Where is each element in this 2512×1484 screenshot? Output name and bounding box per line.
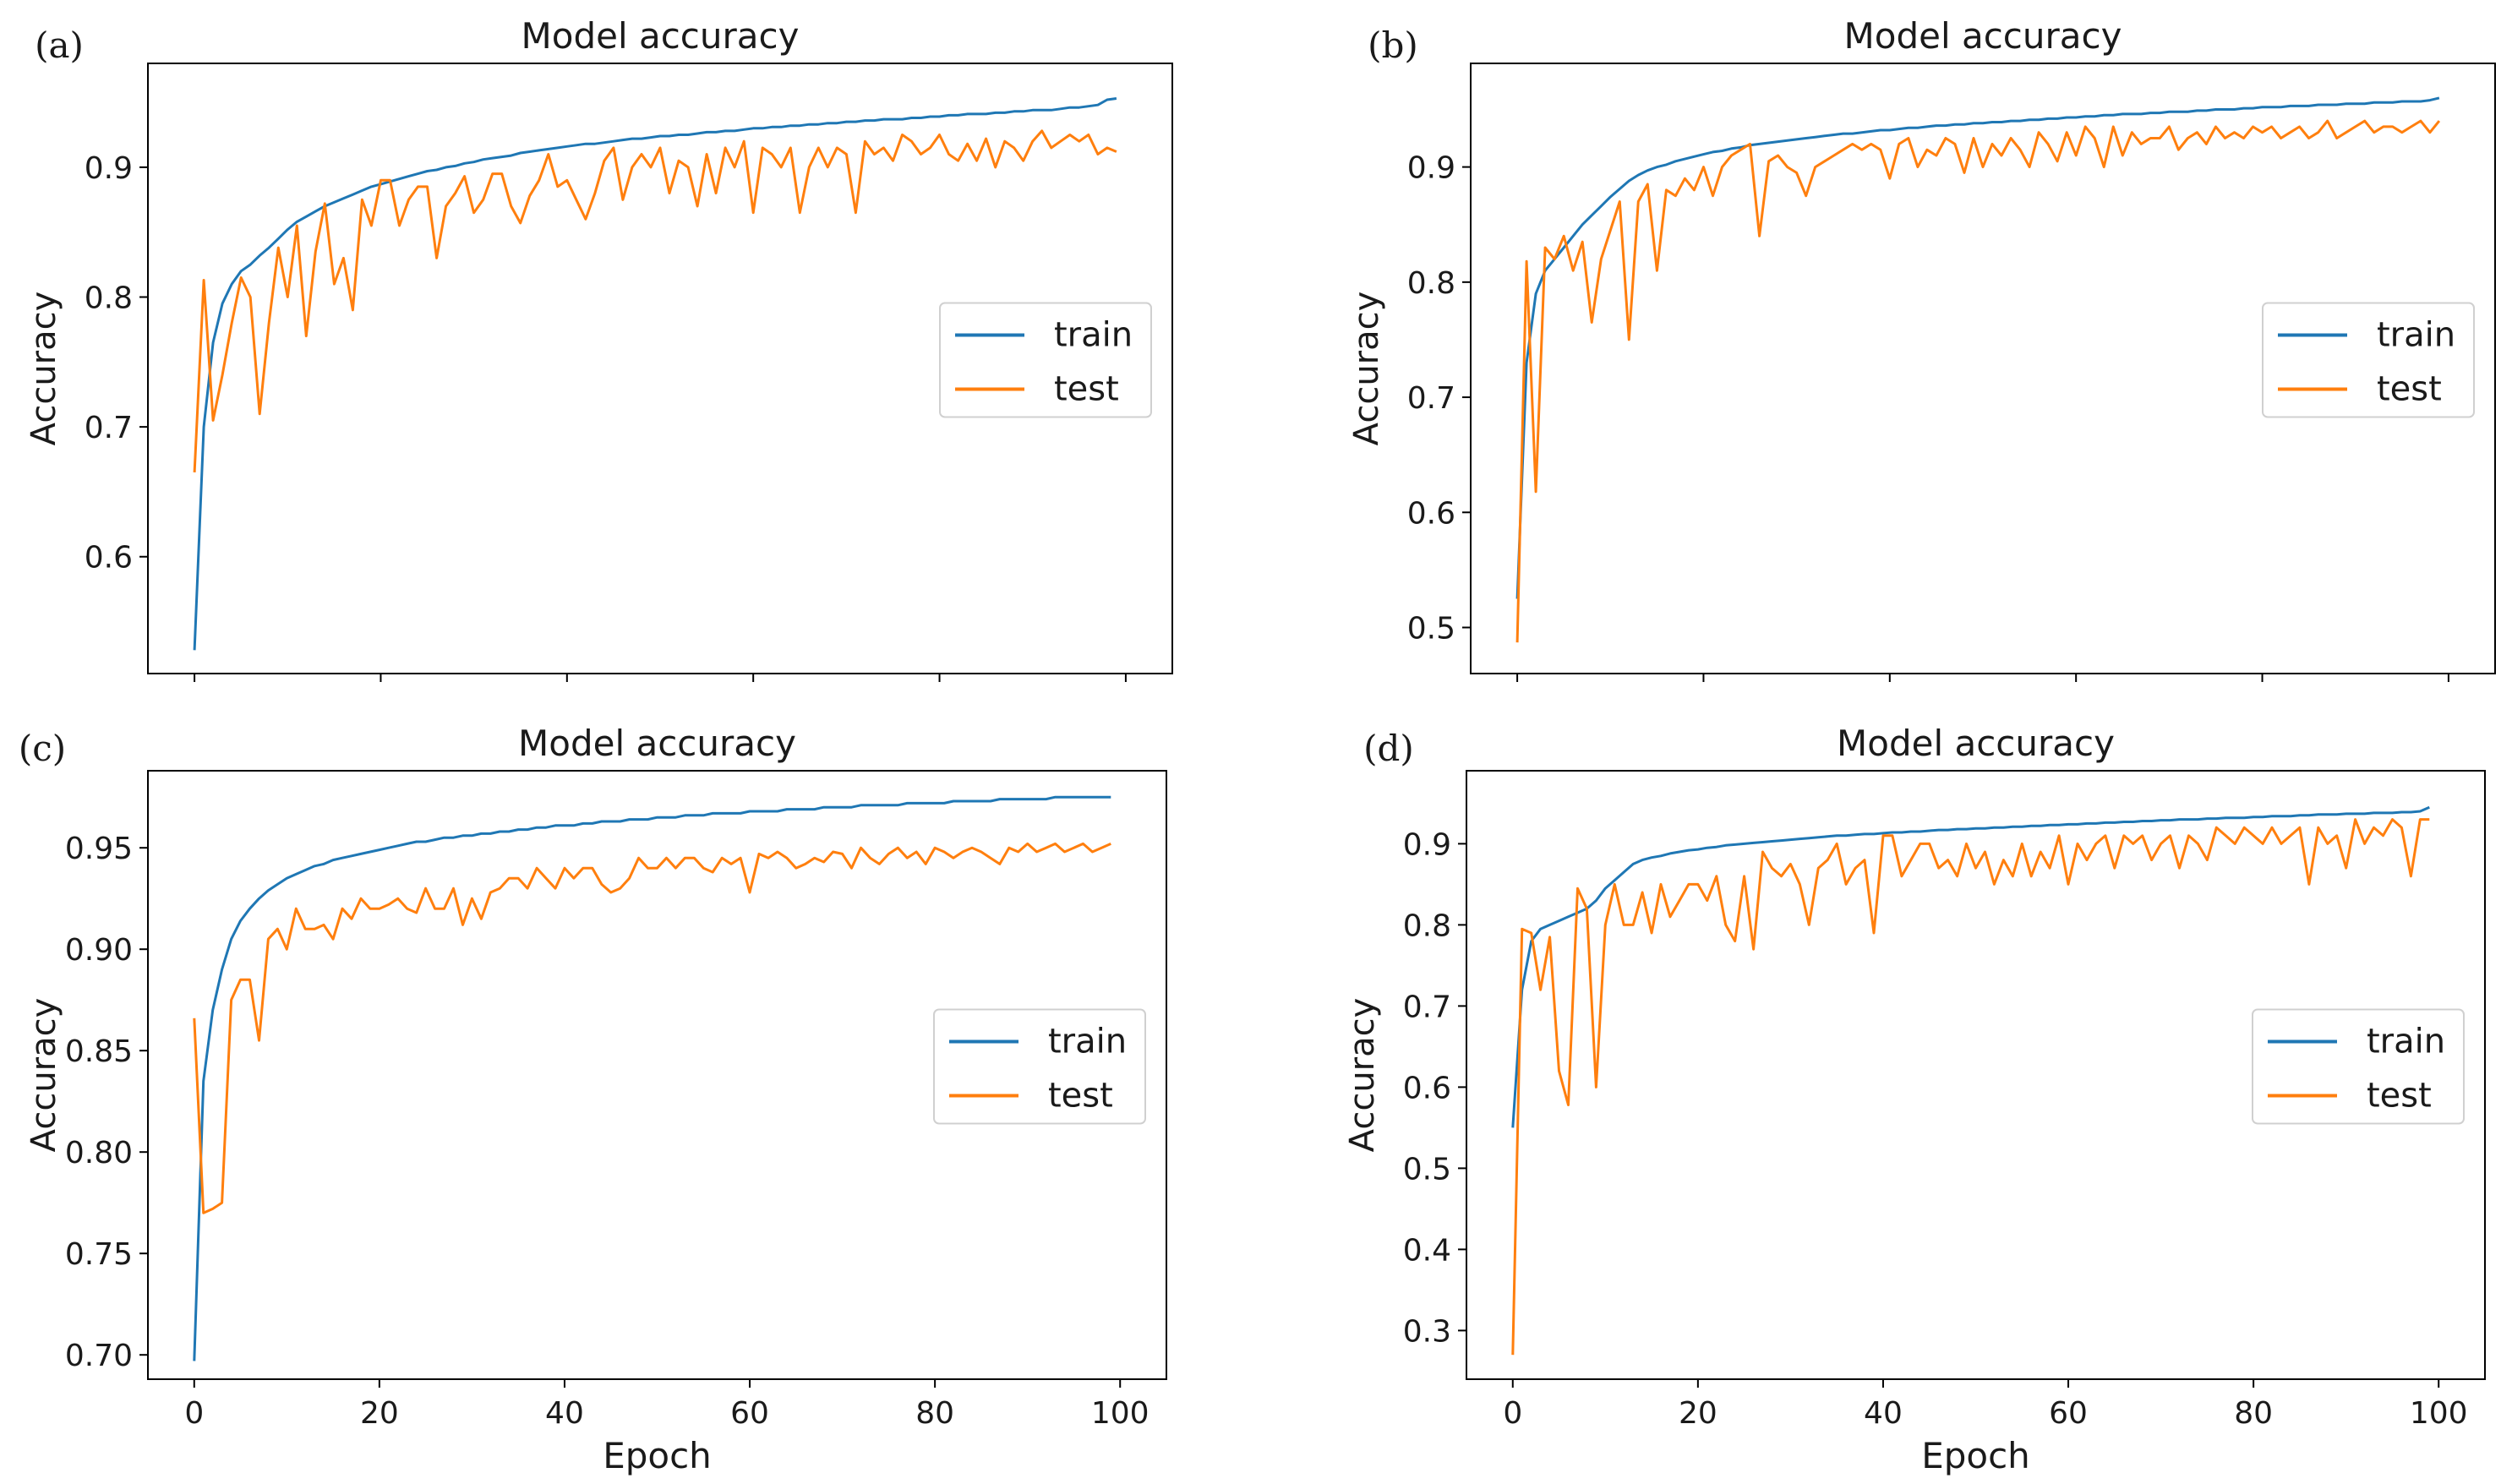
y-tick-label: 0.7 xyxy=(85,411,133,445)
x-tick-label: 100 xyxy=(1091,1396,1150,1431)
legend: train test xyxy=(2252,1008,2465,1125)
series-line-train xyxy=(193,795,1111,1361)
chart-title: Model accuracy xyxy=(518,723,796,764)
y-axis-label: Accuracy xyxy=(25,292,63,446)
y-tick-label: 0.3 xyxy=(1403,1314,1451,1349)
y-tick-label: 0.9 xyxy=(1407,151,1455,186)
chart-title: Model accuracy xyxy=(1837,723,2115,764)
y-tick-label: 0.75 xyxy=(65,1237,133,1272)
y-tick-label: 0.80 xyxy=(65,1136,133,1170)
legend-label-train: train xyxy=(1048,1023,1127,1061)
legend-label-train: train xyxy=(2367,1023,2445,1061)
x-axis-label: Epoch xyxy=(603,1435,712,1476)
axes-frame xyxy=(1470,63,2496,674)
panel-tag: (d) xyxy=(1363,728,1414,769)
series-line-train xyxy=(193,97,1117,651)
axes-frame xyxy=(1466,770,2486,1380)
panel-b: (b) Model accuracy 0.5 0.6 0.7 0.8 0.9 Accuracy… xyxy=(1347,15,2496,682)
series-line-test xyxy=(1511,818,2430,1356)
series-line-test xyxy=(193,842,1111,1214)
y-tick-label: 0.7 xyxy=(1403,990,1451,1024)
y-tick-label: 0.85 xyxy=(65,1034,133,1069)
y-tick-label: 0.8 xyxy=(1403,908,1451,943)
y-tick-label: 0.8 xyxy=(1407,266,1455,301)
axes-frame xyxy=(147,770,1167,1380)
legend-label-test: test xyxy=(1048,1077,1113,1116)
y-tick-label: 0.90 xyxy=(65,933,133,968)
legend: train test xyxy=(939,302,1152,418)
legend: train test xyxy=(933,1008,1146,1125)
y-tick-label: 0.5 xyxy=(1407,612,1455,647)
panel-d: (d) Model accuracy 0.3 0.4 0.5 0.6 0.7 0.8 0.9 0 2… xyxy=(1343,723,2486,1476)
y-tick-label: 0.95 xyxy=(65,832,133,866)
legend-label-test: test xyxy=(2367,1077,2432,1116)
y-tick-label: 0.5 xyxy=(1403,1152,1451,1187)
chart-title: Model accuracy xyxy=(1844,15,2122,57)
y-axis-label: Accuracy xyxy=(1343,998,1382,1153)
panel-tag: (a) xyxy=(35,25,84,66)
panel-a: (a) Model accuracy 0.6 0.7 0.8 0.9 Accuracy tra… xyxy=(25,15,1173,682)
x-tick-label: 20 xyxy=(1679,1396,1717,1431)
x-axis-label: Epoch xyxy=(1921,1435,2030,1476)
y-tick-label: 0.7 xyxy=(1407,381,1455,416)
x-tick-label: 0 xyxy=(1503,1396,1522,1431)
x-tick-label: 0 xyxy=(184,1396,204,1431)
y-tick-label: 0.4 xyxy=(1403,1233,1451,1268)
series-line-test xyxy=(1515,119,2441,643)
x-tick-label: 60 xyxy=(730,1396,769,1431)
axes-frame xyxy=(147,63,1173,674)
panel-c: (c) Model accuracy 0.70 0.75 0.80 0.85 0.90 0.9… xyxy=(19,723,1167,1476)
y-tick-label: 0.6 xyxy=(85,541,133,576)
y-tick-label: 0.9 xyxy=(1403,827,1451,862)
x-tick-label: 100 xyxy=(2410,1396,2468,1431)
legend-label-test: test xyxy=(2377,370,2442,409)
x-tick-label: 40 xyxy=(1864,1396,1903,1431)
legend: train test xyxy=(2262,302,2475,418)
y-axis-label: Accuracy xyxy=(1347,292,1386,446)
y-tick-label: 0.6 xyxy=(1407,496,1455,531)
y-tick-label: 0.70 xyxy=(65,1339,133,1373)
x-tick-label: 80 xyxy=(2234,1396,2273,1431)
chart-title: Model accuracy xyxy=(522,15,800,57)
x-tick-label: 20 xyxy=(360,1396,399,1431)
panel-tag: (c) xyxy=(19,728,66,769)
panel-tag: (b) xyxy=(1368,25,1418,66)
legend-label-train: train xyxy=(1054,316,1133,355)
y-axis-label: Accuracy xyxy=(25,998,63,1153)
x-tick-label: 40 xyxy=(545,1396,584,1431)
legend-label-train: train xyxy=(2377,316,2455,355)
series-line-train xyxy=(1515,96,2440,599)
x-tick-label: 60 xyxy=(2049,1396,2088,1431)
x-tick-label: 80 xyxy=(915,1396,954,1431)
series-line-train xyxy=(1511,805,2430,1128)
series-line-test xyxy=(193,129,1117,472)
y-tick-label: 0.9 xyxy=(85,151,133,186)
legend-label-test: test xyxy=(1054,370,1119,409)
y-tick-label: 0.8 xyxy=(85,281,133,316)
y-tick-label: 0.6 xyxy=(1403,1071,1451,1105)
